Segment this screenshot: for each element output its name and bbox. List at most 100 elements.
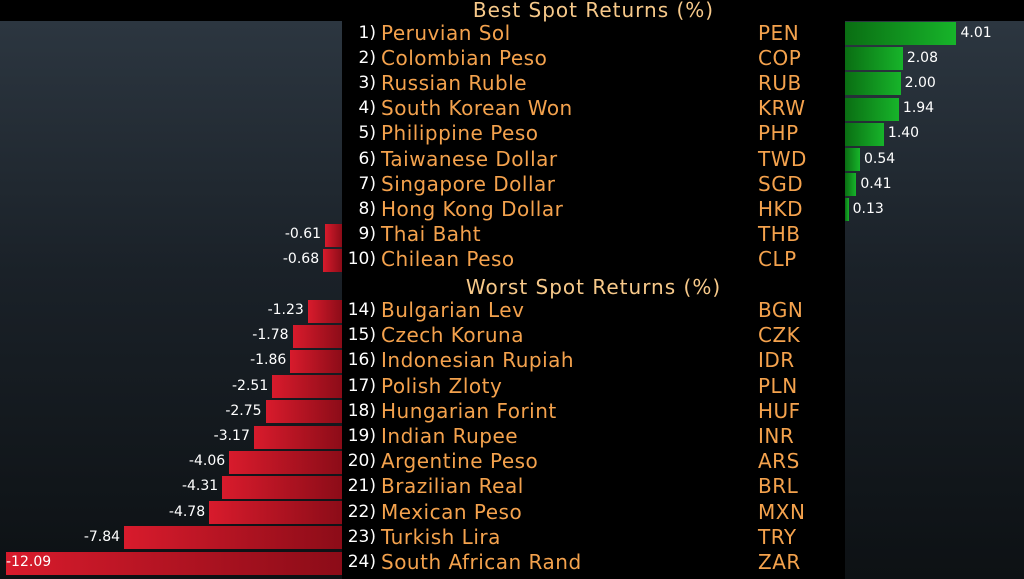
value-label-zar: -12.09 — [6, 554, 52, 570]
rank-label-php: 5) — [358, 123, 376, 144]
currency-name-hkd: Hong Kong Dollar — [381, 196, 564, 221]
rank-label-sgd: 7) — [358, 173, 376, 194]
value-label-twd: 0.54 — [864, 150, 896, 167]
bar-thb — [325, 223, 342, 247]
currency-name-clp: Chilean Peso — [381, 247, 515, 272]
bar-brl — [222, 475, 342, 499]
currency-code-mxn: MXN — [758, 499, 806, 524]
value-label-czk: -1.78 — [252, 327, 289, 344]
currency-code-ars: ARS — [758, 449, 800, 474]
rank-label-bgn: 14) — [347, 300, 376, 320]
currency-code-try: TRY — [758, 524, 797, 549]
bar-czk — [292, 324, 342, 348]
bar-php — [845, 122, 884, 146]
bar-pen — [845, 22, 957, 45]
currency-code-twd: TWD — [758, 146, 807, 171]
currency-name-brl: Brazilian Real — [381, 474, 524, 499]
rank-label-twd: 6) — [358, 148, 376, 169]
rank-label-rub: 3) — [358, 72, 376, 93]
rank-label-thb: 9) — [358, 224, 376, 245]
value-label-brl: -4.31 — [181, 478, 219, 495]
currency-name-idr: Indonesian Rupiah — [381, 348, 575, 373]
currency-name-sgd: Singapore Dollar — [381, 171, 556, 196]
currency-name-czk: Czech Koruna — [381, 323, 524, 348]
bar-huf — [265, 400, 342, 424]
bar-try — [124, 526, 342, 550]
bar-ars — [229, 450, 342, 474]
currency-code-hkd: HKD — [758, 196, 804, 221]
value-label-sgd: 0.41 — [860, 175, 892, 192]
bar-mxn — [209, 501, 342, 525]
rank-label-ars: 20) — [347, 451, 376, 472]
rank-label-huf: 18) — [347, 400, 376, 421]
currency-name-cop: Colombian Peso — [381, 45, 548, 70]
currency-name-zar: South African Rand — [381, 550, 582, 574]
value-label-php: 1.40 — [887, 125, 920, 142]
currency-name-php: Philippine Peso — [381, 121, 539, 146]
currency-code-rub: RUB — [758, 70, 802, 95]
currency-name-twd: Taiwanese Dollar — [381, 146, 558, 171]
worst-returns-title: Worst Spot Returns (%) — [465, 275, 722, 299]
value-label-idr: -1.86 — [250, 352, 287, 369]
currency-name-bgn: Bulgarian Lev — [381, 298, 525, 322]
value-label-cop: 2.08 — [906, 49, 938, 66]
rank-label-zar: 24) — [347, 552, 376, 572]
currency-code-zar: ZAR — [758, 550, 801, 574]
bar-idr — [290, 349, 342, 373]
currency-code-czk: CZK — [758, 323, 801, 348]
value-label-pen: 4.01 — [960, 24, 992, 41]
rank-label-inr: 19) — [347, 426, 376, 446]
currency-code-clp: CLP — [758, 247, 797, 272]
value-label-hkd: 0.13 — [852, 200, 884, 217]
rank-label-hkd: 8) — [358, 198, 376, 219]
currency-code-krw: KRW — [758, 96, 806, 121]
currency-name-mxn: Mexican Peso — [381, 499, 523, 524]
currency-name-inr: Indian Rupee — [381, 424, 519, 448]
currency-code-huf: HUF — [758, 398, 801, 423]
label-panel — [342, 0, 845, 579]
rank-label-brl: 21) — [347, 476, 376, 497]
currency-code-pen: PEN — [758, 20, 800, 45]
currency-name-ars: Argentine Peso — [381, 449, 539, 474]
currency-code-thb: THB — [758, 222, 801, 247]
rank-label-clp: 10) — [347, 249, 376, 270]
value-label-mxn: -4.78 — [168, 503, 206, 520]
currency-name-pen: Peruvian Sol — [381, 20, 511, 45]
currency-code-idr: IDR — [758, 348, 795, 373]
value-label-krw: 1.94 — [902, 100, 935, 117]
rank-label-cop: 2) — [358, 47, 376, 68]
currency-code-brl: BRL — [758, 474, 799, 499]
currency-code-pln: PLN — [758, 373, 798, 398]
bar-inr — [253, 425, 342, 449]
currency-code-php: PHP — [758, 121, 799, 146]
value-label-huf: -2.75 — [225, 402, 262, 419]
bar-twd — [845, 148, 860, 171]
rank-label-pen: 1) — [358, 22, 376, 43]
bar-bgn — [307, 299, 342, 323]
rank-label-czk: 15) — [347, 325, 376, 346]
bar-sgd — [845, 173, 857, 197]
best-returns-title: Best Spot Returns (%) — [472, 0, 715, 22]
currency-name-try: Turkish Lira — [381, 524, 501, 549]
rank-label-krw: 4) — [358, 98, 376, 119]
value-label-bgn: -1.23 — [267, 302, 304, 318]
currency-name-pln: Polish Zloty — [381, 373, 503, 398]
value-label-ars: -4.06 — [188, 453, 226, 470]
value-label-thb: -0.61 — [284, 226, 322, 243]
value-label-inr: -3.17 — [213, 428, 250, 444]
value-label-rub: 2.00 — [904, 74, 936, 91]
currency-code-cop: COP — [758, 45, 802, 70]
currency-name-thb: Thai Baht — [381, 222, 482, 247]
bar-rub — [845, 72, 901, 96]
rank-label-mxn: 22) — [347, 501, 376, 522]
currency-code-inr: INR — [758, 424, 795, 448]
rank-label-pln: 17) — [347, 375, 376, 396]
rank-label-idr: 16) — [347, 350, 376, 371]
currency-code-bgn: BGN — [758, 298, 804, 322]
value-label-try: -7.84 — [83, 528, 121, 545]
currency-name-huf: Hungarian Forint — [381, 398, 557, 423]
bar-zar — [5, 551, 342, 575]
currency-name-rub: Russian Ruble — [381, 70, 528, 95]
value-label-clp: -0.68 — [282, 251, 320, 268]
